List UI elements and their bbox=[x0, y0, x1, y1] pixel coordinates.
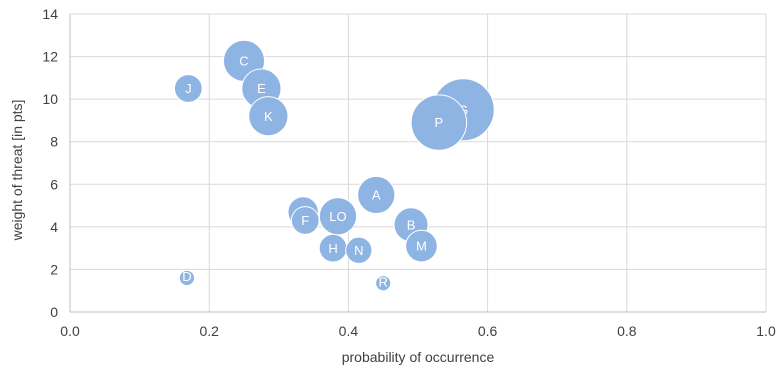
bubble-m: M bbox=[405, 229, 438, 263]
bubble-p: P bbox=[410, 94, 468, 151]
axes bbox=[69, 14, 766, 313]
bubble-lo: LO bbox=[318, 197, 358, 236]
y-tick-label: 10 bbox=[42, 91, 58, 107]
bubble-label: B bbox=[407, 217, 416, 232]
x-tick-label: 0.4 bbox=[339, 323, 359, 339]
bubble-marker bbox=[178, 269, 196, 287]
bubble-marker bbox=[345, 236, 373, 264]
y-tick-label: 14 bbox=[42, 6, 58, 22]
y-tick-label: 2 bbox=[50, 261, 58, 277]
bubble-label: K bbox=[264, 109, 273, 124]
bubble-marker bbox=[375, 275, 392, 292]
bubble-marker bbox=[410, 94, 468, 151]
bubbles: GPCEKALOBMIJFHNDR bbox=[173, 39, 495, 292]
bubble-marker bbox=[405, 229, 438, 263]
bubble-d: D bbox=[178, 269, 196, 287]
x-tick-label: 0.6 bbox=[478, 323, 498, 339]
x-tick-label: 0.2 bbox=[199, 323, 219, 339]
bubble-label: R bbox=[379, 275, 388, 290]
bubble-label: E bbox=[257, 81, 266, 96]
bubble-label: P bbox=[435, 115, 444, 130]
x-tick-label: 1.0 bbox=[756, 323, 776, 339]
bubble-marker bbox=[173, 74, 203, 103]
y-axis-title: weight of threat [in pts] bbox=[9, 100, 25, 242]
bubble-label: H bbox=[328, 241, 337, 256]
y-tick-label: 6 bbox=[50, 176, 58, 192]
bubble-label: N bbox=[354, 243, 363, 258]
y-tick-label: 12 bbox=[42, 49, 58, 65]
bubble-label: C bbox=[239, 54, 248, 69]
bubble-label: M bbox=[416, 239, 427, 254]
bubble-marker bbox=[248, 96, 289, 137]
bubble-label: A bbox=[372, 188, 381, 203]
bubble-k: K bbox=[248, 96, 289, 137]
bubble-label: F bbox=[301, 213, 309, 228]
grid-lines bbox=[70, 13, 767, 312]
bubble-label: D bbox=[182, 269, 191, 284]
x-tick-label: 0.8 bbox=[617, 323, 637, 339]
bubble-marker bbox=[357, 175, 396, 215]
bubble-j: J bbox=[173, 74, 203, 103]
y-tick-label: 0 bbox=[50, 304, 58, 320]
bubble-n: N bbox=[345, 236, 373, 264]
tick-labels: 0.0 0.2 0.4 0.6 0.8 1.0 0 2 4 6 8 10 12 14 bbox=[42, 6, 776, 339]
bubble-h: H bbox=[318, 233, 348, 263]
bubble-r: R bbox=[375, 275, 392, 292]
bubble-marker bbox=[290, 206, 320, 235]
bubble-label: J bbox=[185, 81, 192, 96]
bubble-f: F bbox=[290, 206, 320, 235]
bubble-a: A bbox=[357, 175, 396, 215]
y-tick-label: 8 bbox=[50, 134, 58, 150]
x-tick-label: 0.0 bbox=[60, 323, 80, 339]
x-axis-title: probability of occurrence bbox=[342, 349, 495, 365]
bubble-label: LO bbox=[329, 209, 346, 224]
y-tick-label: 4 bbox=[50, 219, 58, 235]
